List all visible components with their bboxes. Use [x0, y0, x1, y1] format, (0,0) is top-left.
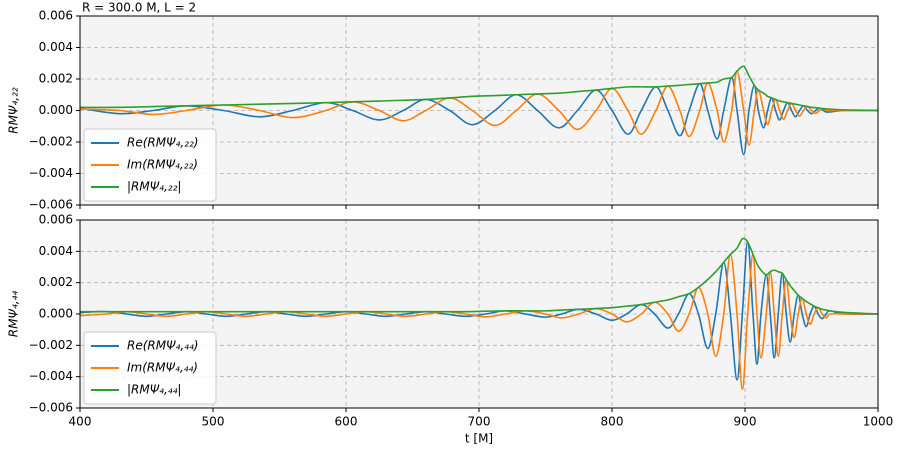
x-tick-label: 700: [468, 415, 491, 429]
y-tick-label: −0.004: [29, 369, 73, 383]
y-axis-label: RMΨ₄,₄₄: [7, 291, 21, 338]
y-tick-label: −0.006: [29, 401, 73, 415]
y-tick-label: 0.002: [39, 275, 73, 289]
plot-group: [80, 237, 878, 391]
y-tick-label: −0.002: [29, 135, 73, 149]
y-tick-label: 0.002: [39, 72, 73, 86]
plot-group: [80, 65, 878, 156]
x-tick-label: 900: [734, 415, 757, 429]
x-tick-label: 400: [69, 415, 92, 429]
x-tick-label: 800: [601, 415, 624, 429]
legend-label: |RMΨ₄,₂₂|: [127, 180, 181, 194]
y-tick-label: 0.004: [39, 40, 73, 54]
legend-box: [83, 331, 217, 405]
y-tick-label: 0.000: [39, 307, 73, 321]
y-tick-label: 0.000: [39, 103, 73, 117]
series-line: [80, 70, 878, 146]
series-line: [80, 253, 878, 391]
legend-label: Re(RMΨ₄,₂₂): [127, 136, 198, 150]
x-axis-label: t [M]: [465, 432, 493, 446]
series-line: [80, 241, 878, 381]
x-tick-label: 600: [335, 415, 358, 429]
legend-box: [83, 128, 217, 202]
x-tick-label: 500: [202, 415, 225, 429]
series-line: [80, 237, 878, 315]
series-line: [80, 65, 878, 112]
legend-label: Re(RMΨ₄,₄₄): [127, 339, 198, 353]
y-tick-label: −0.006: [29, 198, 73, 212]
y-tick-label: 0.006: [39, 213, 73, 227]
y-tick-label: 0.004: [39, 244, 73, 258]
y-tick-label: −0.002: [29, 338, 73, 352]
chart-title: R = 300.0 M, L = 2: [82, 1, 196, 15]
y-tick-label: −0.004: [29, 166, 73, 180]
y-tick-label: 0.006: [39, 9, 73, 23]
legend-label: Im(RMΨ₄,₄₄): [127, 361, 198, 375]
legend-label: |RMΨ₄,₄₄|: [127, 383, 181, 397]
x-tick-label: 1000: [863, 415, 894, 429]
y-axis-label: RMΨ₄,₂₂: [7, 87, 21, 134]
legend-label: Im(RMΨ₄,₂₂): [127, 158, 198, 172]
